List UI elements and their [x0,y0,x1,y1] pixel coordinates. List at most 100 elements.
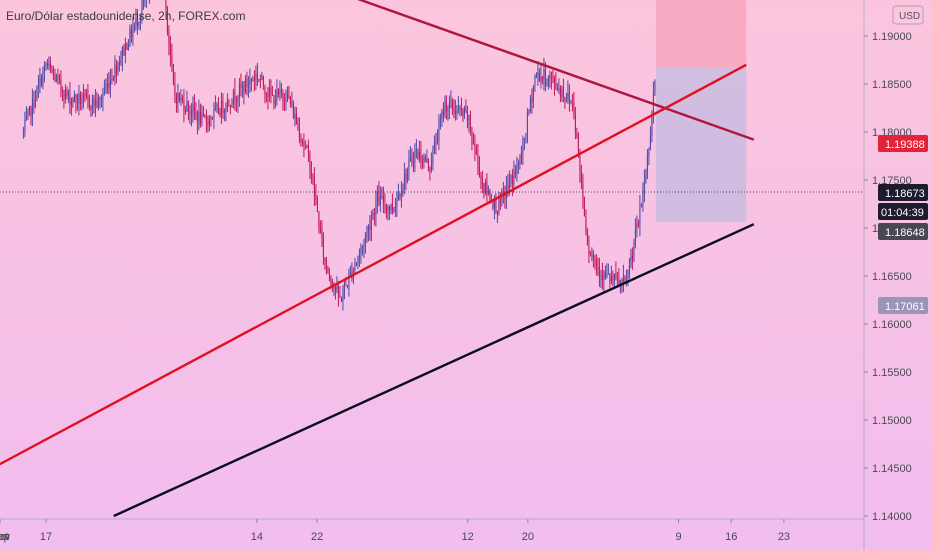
ascending-trendline[interactable] [0,63,747,516]
support-trendline[interactable] [113,223,755,518]
candle-body [472,139,474,145]
candle-body [450,100,452,103]
candle-body [291,103,293,105]
descending-trendline[interactable] [151,0,755,141]
price-axis-tick-label: 1.15500 [872,367,912,379]
candle-body [187,101,189,112]
candle-body [250,79,252,81]
candle-body [402,186,404,193]
candle-body [262,75,264,87]
candle-body [408,159,410,170]
candle-body [561,89,563,97]
take-profit-zone[interactable] [655,67,747,223]
candle-body [196,113,198,123]
candle-body [91,97,93,109]
candle-body [225,109,227,111]
candle-body [25,117,27,121]
time-axis[interactable]: 17 Sep 14 22 Oct 12 20 Nov 9 16 23 [0,519,790,543]
price-axis[interactable]: 1.210001.205001.200001.195001.190001.185… [864,0,912,523]
countdown-tag-text: 01:04:39 [881,207,924,219]
candle-body [544,69,546,85]
candle-body [562,89,564,97]
candle-body [222,100,224,114]
chart-title: Euro/Dólar estadounidense, 2h, FOREX.com [6,9,245,23]
candle-body [33,98,35,108]
candle-body [550,76,552,78]
candle-body [87,95,89,98]
candle-body [369,225,371,230]
candle-body [114,64,116,79]
candle-body [391,204,393,212]
candle-body [627,278,629,280]
candle-body [135,18,137,25]
prev-price-tag-bg [878,223,928,240]
candle-body [334,287,336,291]
time-axis-tick-label: 16 [725,531,737,543]
candle-body [189,111,191,113]
candle-body [111,79,113,81]
candle-body [99,97,101,99]
candle-body [396,199,398,207]
candle-body [216,104,218,108]
candle-body [202,112,204,115]
candle-body [477,153,479,164]
candle-body [642,193,644,207]
candle-body [309,153,311,171]
candle-body [336,285,338,291]
time-axis-tick-label: 22 [311,531,323,543]
candle-body [604,272,606,278]
candle-body [93,97,95,106]
candle-body [120,58,122,65]
candle-body [79,93,81,105]
candle-body [60,78,62,89]
candle-body [138,22,140,26]
candle-body [72,99,74,103]
candle-body [285,101,287,103]
candle-body [634,230,636,246]
candle-body [252,79,254,81]
stop-loss-zone[interactable] [655,0,747,68]
currency-label[interactable]: USD [892,5,924,25]
candle-body [271,95,273,97]
candle-body [27,110,29,118]
candle-body [637,223,639,225]
candle-body [651,113,653,137]
candle-body [195,111,197,114]
candle-body [70,99,72,106]
candle-body [606,273,608,278]
candle-body [130,28,132,38]
candle-body [294,113,296,118]
candle-body [546,82,548,85]
candle-body [253,79,255,81]
candle-body [267,94,269,98]
candle-body [612,276,614,281]
candle-body [232,90,234,105]
candle-body [499,198,501,201]
candle-body [417,149,419,158]
candle-body [420,152,422,163]
candle-body [630,256,632,266]
candle-body [411,157,413,163]
candle-body [219,113,221,116]
candle-body [600,274,602,277]
candle-body [117,63,119,74]
candle-body [435,142,437,144]
candle-body [139,16,141,23]
candle-body [238,83,240,98]
candle-body [169,42,171,56]
candle-body [249,79,251,85]
candle-body [586,231,588,246]
candle-body [582,182,584,198]
candle-body [199,111,201,125]
candle-body [348,274,350,287]
candle-body [364,236,366,246]
candle-body [378,192,380,205]
candle-body [468,115,470,121]
candle-body [303,142,305,147]
candle-body [454,111,456,114]
candle-body [90,106,92,109]
candle-body [409,157,411,160]
candle-body [345,284,347,286]
